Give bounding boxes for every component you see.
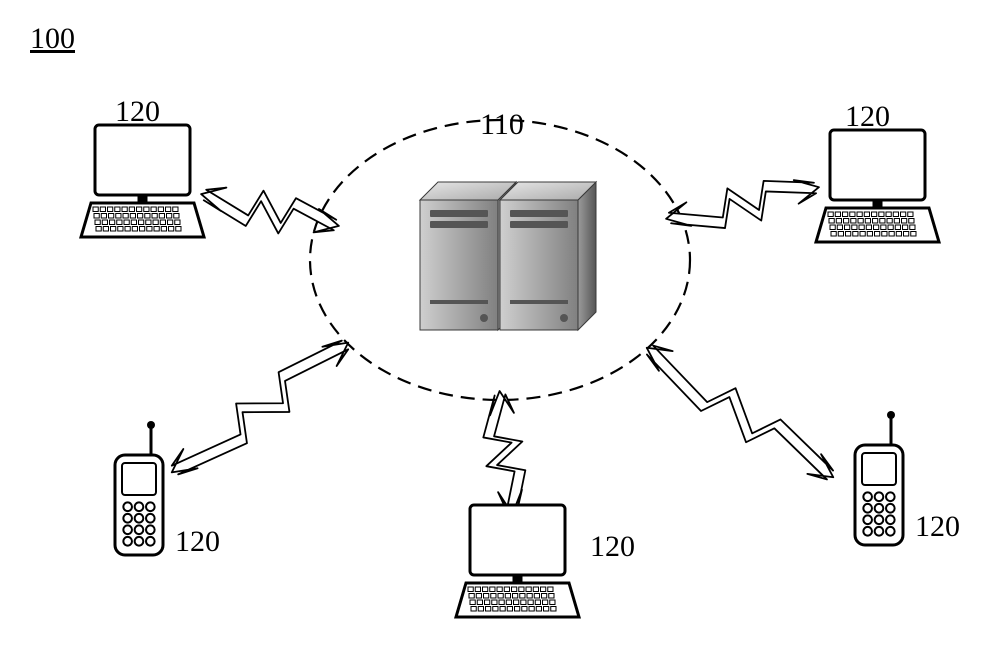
phone-icon <box>115 421 163 555</box>
laptop-icon <box>81 125 204 237</box>
server-group <box>420 182 596 330</box>
diagram-svg <box>0 0 1000 647</box>
laptop-icon <box>456 505 579 617</box>
diagram-canvas: 100 110 120 120 120 120 120 <box>0 0 1000 647</box>
laptop-icon <box>816 130 939 242</box>
connection-bolt <box>172 341 348 475</box>
connection-bolt <box>666 180 819 228</box>
connection-bolt <box>201 188 339 234</box>
phone-icon <box>855 411 903 545</box>
connection-bolt <box>647 346 834 480</box>
connection-bolt <box>483 391 525 514</box>
